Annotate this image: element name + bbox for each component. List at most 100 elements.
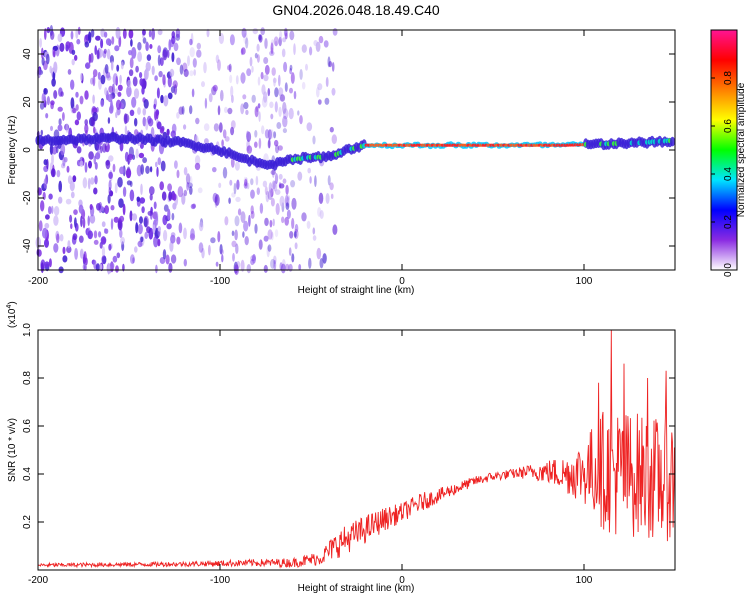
snr-x-tick-label: 0: [399, 575, 405, 586]
snr-y-ticks: 0.2 0.4 0.6 0.8 1.0: [22, 323, 675, 529]
spectrogram-noise-cell: [243, 32, 248, 45]
spectrogram-noise-cell: [234, 229, 238, 241]
snr-y-axis-label: SNR (10 * v/v): [7, 418, 18, 482]
spectrogram-noise-cell: [155, 264, 158, 274]
spectrogram-noise-cell: [146, 115, 152, 124]
spectrogram-noise-cell: [282, 115, 288, 128]
spectrogram-noise-cell: [190, 203, 196, 210]
spectrogram-noise-cell: [250, 255, 256, 262]
spectrogram-noise-cell: [135, 65, 139, 73]
snr-multiplier-base: (x10: [7, 308, 18, 328]
spectrogram-noise-cell: [294, 231, 297, 238]
spectrogram-noise-cell: [318, 35, 324, 44]
spectrogram-noise-cell: [274, 173, 279, 185]
snr-line: [37, 329, 676, 569]
spectrogram-noise-cell: [51, 153, 54, 166]
spectrogram-noise-cell: [106, 48, 111, 60]
spectrogram-noise-cell: [40, 200, 45, 212]
spectrogram-noise-cell: [64, 157, 68, 163]
spectrogram-noise-cell: [192, 58, 197, 68]
spectrogram-noise-cell: [317, 99, 322, 105]
spectrogram-noise-cell: [294, 223, 299, 233]
spectrogram-noise-cell: [166, 128, 170, 136]
spectrogram-noise-cell: [290, 72, 295, 84]
spectrogram-noise-cell: [115, 99, 122, 111]
spectrogram-noise-cell: [88, 160, 92, 169]
spectrogram-noise-cell: [176, 169, 180, 179]
spectrogram-noise-cell: [96, 149, 101, 157]
spectrogram-noise-cell: [72, 107, 77, 114]
spectrogram-noise-cell: [82, 177, 88, 189]
spectrogram-noise-cell: [53, 49, 56, 58]
spectrogram-noise-cell: [221, 139, 224, 148]
spectrogram-noise-cell: [130, 39, 133, 47]
spectrogram-noise-cell: [159, 57, 164, 66]
spectrogram-noise-cell: [224, 216, 229, 226]
spectrogram-noise-cell: [62, 246, 66, 255]
spectrogram-noise-cell: [108, 155, 114, 162]
spectrogram-noise-cell: [128, 69, 134, 77]
spectrogram-noise-cell: [217, 105, 221, 116]
spectrogram-noise-cell: [110, 218, 114, 231]
spectrogram-noise-cell: [279, 195, 285, 207]
spectrogram-noise-cell: [79, 95, 84, 105]
spectrogram-noise-cell: [250, 178, 254, 186]
spectrogram-noise-cell: [122, 28, 127, 39]
spectrogram-noise-cell: [267, 244, 272, 252]
spectrogram-noise-cell: [282, 128, 287, 134]
spectrogram-noise-cell: [269, 219, 273, 228]
spectrogram-noise-cell: [140, 183, 143, 195]
spectrogram-noise-cell: [87, 215, 90, 227]
spectrogram-noise-cell: [159, 127, 164, 134]
spectrogram-noise-cell: [156, 121, 162, 130]
spectrogram-noise-cell: [241, 27, 247, 38]
spectrogram-noise-cell: [263, 235, 269, 242]
spectrogram-noise-cell: [163, 204, 169, 212]
spectrogram-noise-cell: [325, 193, 330, 204]
spectrogram-noise-cell: [74, 247, 78, 260]
spectrogram-noise-cell: [146, 54, 152, 61]
spectrogram-noise-cell: [233, 182, 237, 195]
spectrogram-noise-cell: [257, 103, 261, 109]
spectrogram-noise-cell: [273, 259, 277, 271]
spectrogram-noise-cell: [158, 70, 163, 78]
spectrogram-noise-cell: [329, 182, 334, 191]
spectrogram-noise-cell: [283, 61, 288, 73]
spectrogram-noise-cell: [275, 203, 280, 215]
spectrogram-x-tick-label: -200: [28, 276, 48, 287]
spectrogram-noise-cell: [318, 192, 324, 204]
spectrogram-noise-cell: [289, 64, 293, 71]
spectrogram-noise-cell: [80, 248, 84, 259]
spectrogram-noise-cell: [162, 249, 167, 260]
spectrogram-noise-cell: [231, 240, 237, 248]
spectrogram-noise-cell: [261, 96, 268, 108]
spectrogram-noise-cell: [94, 45, 97, 56]
spectrogram-noise-cell: [281, 48, 286, 58]
spectrogram-noise-cell: [85, 62, 91, 69]
snr-series: [37, 329, 676, 569]
spectrogram-noise-cell: [108, 243, 112, 251]
spectrogram-noise-cell: [260, 27, 266, 36]
spectrogram-noise-cell: [230, 120, 236, 130]
spectrogram-noise-cell: [312, 135, 316, 145]
spectrogram-noise-cell: [301, 44, 307, 53]
spectrogram-noise-cell: [273, 131, 277, 139]
spectrogram-noise-cell: [327, 56, 331, 68]
spectrogram-noise-cell: [232, 252, 235, 262]
spectrogram-noise-cell: [242, 94, 247, 100]
spectrogram-noise-cell: [170, 234, 176, 244]
spectrogram-noise-cell: [268, 187, 272, 199]
spectrogram-noise-cell: [289, 87, 293, 94]
spectrogram-noise-cell: [231, 230, 235, 237]
spectrogram-noise-cell: [289, 30, 295, 41]
spectrogram-noise-cell: [140, 164, 144, 175]
spectrogram-noise-cell: [53, 215, 59, 226]
spectrogram-noise-cell: [254, 141, 258, 148]
spectrogram-noise-cell: [156, 166, 159, 177]
spectrogram-noise-cell: [168, 39, 172, 51]
spectrogram-noise-cell: [57, 33, 63, 43]
spectrogram-noise-cell: [120, 61, 124, 70]
spectrogram-noise-cell: [297, 110, 300, 116]
spectrogram-noise-cell: [212, 167, 217, 173]
